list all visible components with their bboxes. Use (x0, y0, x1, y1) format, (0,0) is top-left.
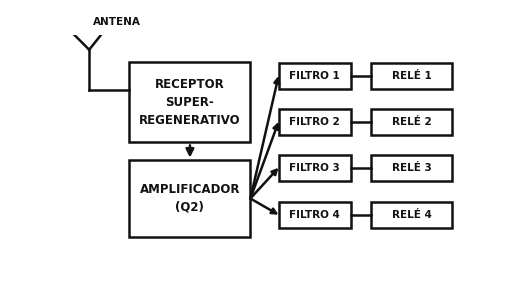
Bar (279, 155, 351, 180)
Bar (129, 160, 251, 237)
Text: RELÉ 2: RELÉ 2 (392, 117, 432, 127)
Text: AMPLIFICADOR
(Q2): AMPLIFICADOR (Q2) (140, 183, 240, 214)
Bar (371, 155, 452, 180)
Bar (279, 202, 351, 228)
Text: FILTRO 4: FILTRO 4 (290, 210, 340, 220)
Bar (371, 202, 452, 228)
Text: FILTRO 3: FILTRO 3 (290, 163, 340, 173)
Bar (279, 109, 351, 135)
Text: RELÉ 1: RELÉ 1 (392, 71, 432, 81)
Bar (279, 63, 351, 89)
Bar (371, 63, 452, 89)
Text: ANTENA: ANTENA (93, 17, 141, 27)
Text: FILTRO 2: FILTRO 2 (290, 117, 340, 127)
Text: RECEPTOR
SUPER-
REGENERATIVO: RECEPTOR SUPER- REGENERATIVO (139, 78, 241, 127)
Bar (129, 62, 251, 143)
Bar (371, 109, 452, 135)
Text: RELÉ 3: RELÉ 3 (392, 163, 432, 173)
Text: FILTRO 1: FILTRO 1 (290, 71, 340, 81)
Text: RELÉ 4: RELÉ 4 (392, 210, 432, 220)
